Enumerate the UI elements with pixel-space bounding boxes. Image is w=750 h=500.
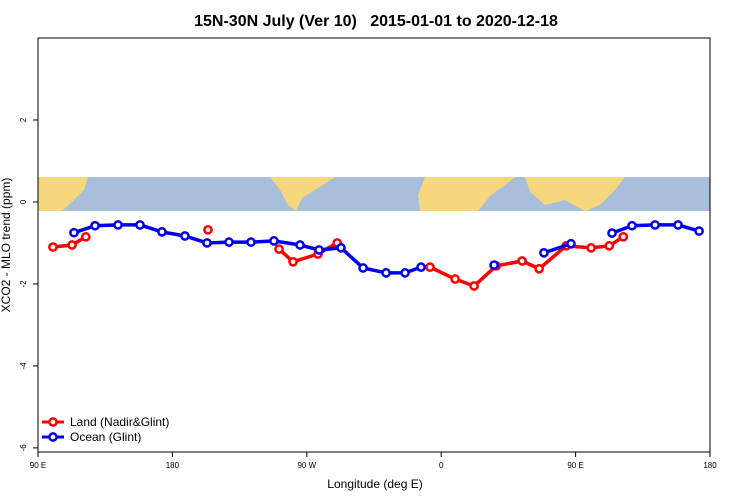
legend-marker bbox=[48, 432, 58, 442]
data-point bbox=[180, 231, 190, 241]
y-tick-label: -2 bbox=[19, 280, 28, 288]
series-line bbox=[73, 223, 422, 275]
data-point bbox=[48, 242, 58, 252]
x-tick-label: 90 W bbox=[297, 461, 316, 470]
y-tick-label: 0 bbox=[19, 199, 28, 204]
data-point bbox=[69, 227, 79, 238]
data-point bbox=[607, 228, 617, 238]
data-point bbox=[586, 243, 596, 253]
plot-frame bbox=[37, 37, 711, 453]
data-point bbox=[246, 237, 256, 247]
data-point bbox=[67, 240, 77, 250]
x-axis-label: Longitude (deg E) bbox=[327, 477, 422, 491]
data-point bbox=[400, 268, 410, 278]
data-point bbox=[274, 244, 284, 254]
x-tick-label: 90 E bbox=[30, 461, 46, 470]
x-tick-label: 90 E bbox=[567, 461, 583, 470]
data-point bbox=[539, 247, 549, 258]
data-point bbox=[336, 243, 346, 253]
data-point bbox=[489, 260, 499, 270]
x-tick-label: 180 bbox=[703, 461, 717, 470]
data-point bbox=[469, 281, 479, 291]
y-axis-label: XCO2 - MLO trend (ppm) bbox=[0, 178, 13, 313]
data-point bbox=[314, 245, 324, 255]
data-point bbox=[358, 263, 368, 273]
data-point bbox=[269, 236, 279, 246]
x-tick-label: 180 bbox=[166, 461, 180, 470]
legend-label: Land (Nadir&Glint) bbox=[70, 415, 169, 429]
data-point bbox=[604, 240, 615, 251]
data-point bbox=[650, 220, 660, 230]
data-point bbox=[673, 220, 683, 230]
data-point bbox=[566, 238, 576, 249]
legend: Land (Nadir&Glint)Ocean (Glint) bbox=[42, 415, 169, 444]
series-line bbox=[429, 235, 625, 288]
chart-title: 15N-30N July (Ver 10) 2015-01-01 to 2020… bbox=[194, 13, 558, 30]
data-point bbox=[90, 220, 100, 231]
data-point bbox=[202, 238, 212, 248]
data-point bbox=[203, 224, 213, 235]
data-point bbox=[627, 220, 637, 231]
data-point bbox=[381, 268, 391, 278]
data-point bbox=[80, 231, 91, 242]
data-point bbox=[694, 226, 704, 236]
data-point bbox=[135, 220, 145, 230]
x-tick-label: 0 bbox=[439, 461, 444, 470]
data-point bbox=[416, 262, 426, 272]
y-tick-label: 2 bbox=[19, 117, 28, 122]
data-point bbox=[113, 220, 123, 230]
data-point bbox=[618, 231, 629, 242]
data-point bbox=[295, 240, 305, 250]
map-strip bbox=[38, 177, 710, 211]
data-point bbox=[224, 237, 234, 247]
data-point bbox=[534, 263, 545, 274]
data-point bbox=[288, 256, 298, 267]
y-tick-label: -4 bbox=[19, 362, 28, 370]
y-tick-label: -6 bbox=[19, 444, 28, 452]
data-point bbox=[157, 227, 167, 237]
legend-marker bbox=[48, 417, 58, 427]
data-point bbox=[450, 274, 460, 284]
legend-label: Ocean (Glint) bbox=[70, 430, 141, 444]
data-point bbox=[517, 256, 527, 266]
data-point bbox=[425, 262, 435, 272]
